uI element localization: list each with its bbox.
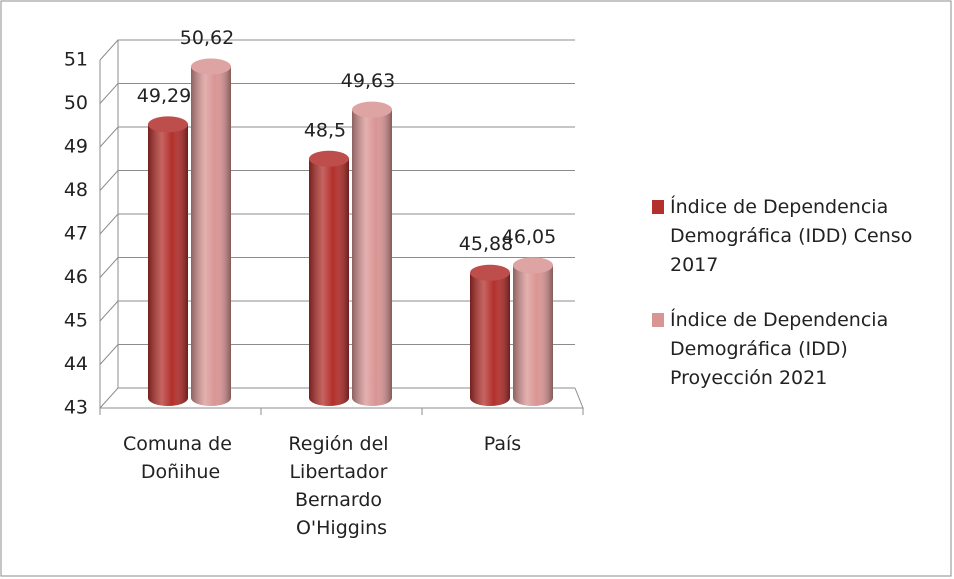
data-label: 45,88 [459, 233, 513, 255]
bar-top [470, 264, 510, 281]
bar-top [148, 116, 188, 133]
legend-swatch [652, 313, 664, 327]
y-tick-label: 47 [64, 223, 88, 245]
data-label: 46,05 [502, 226, 556, 248]
bar-top-shade [191, 58, 231, 75]
bar-top [513, 257, 553, 274]
grid-line [99, 83, 575, 104]
legend-label: Índice de Dependencia Demográfica (IDD) … [670, 195, 918, 276]
x-tick-label: Región del Libertador Bernardo O'Higgins [288, 433, 394, 539]
y-tick-label: 46 [64, 266, 88, 288]
grid-line [99, 170, 575, 191]
y-tick-label: 49 [64, 136, 88, 158]
x-tick-label: Comuna de Doñihue [123, 433, 238, 483]
y-tick-label: 45 [64, 310, 88, 332]
bar-shading [513, 265, 553, 406]
grid-line [99, 126, 575, 148]
legend-swatch [652, 200, 664, 214]
bar-shading [148, 124, 188, 406]
bar-shading [191, 66, 231, 406]
bar-top [352, 101, 392, 118]
data-label: 49,29 [137, 85, 191, 107]
bar-top-shade [352, 101, 392, 118]
bar-shading [309, 158, 349, 406]
grid-line [99, 344, 575, 365]
grid-line [99, 39, 575, 61]
bar-top-shade [148, 116, 188, 133]
bar-shading [352, 109, 392, 406]
bar-top-shade [513, 257, 553, 274]
bar-top-shade [470, 264, 510, 281]
y-tick-label: 51 [64, 49, 88, 71]
grid-line [99, 387, 575, 409]
x-tick-label: País [484, 433, 521, 455]
data-label: 48,5 [304, 119, 346, 141]
grid-line [99, 300, 575, 322]
data-label: 50,62 [180, 27, 234, 49]
y-tick-label: 48 [64, 179, 88, 201]
bar-top-shade [309, 150, 349, 167]
grid-line [99, 213, 575, 235]
legend-label: Índice de Dependencia Demográfica (IDD) … [670, 308, 894, 389]
data-label: 49,63 [341, 70, 395, 92]
bar-top [191, 58, 231, 75]
grid-line [99, 257, 575, 278]
y-tick-label: 43 [64, 397, 88, 419]
y-tick-label: 44 [64, 353, 88, 375]
y-tick-label: 50 [64, 92, 88, 114]
bar-top [309, 150, 349, 167]
bar-shading [470, 272, 510, 406]
